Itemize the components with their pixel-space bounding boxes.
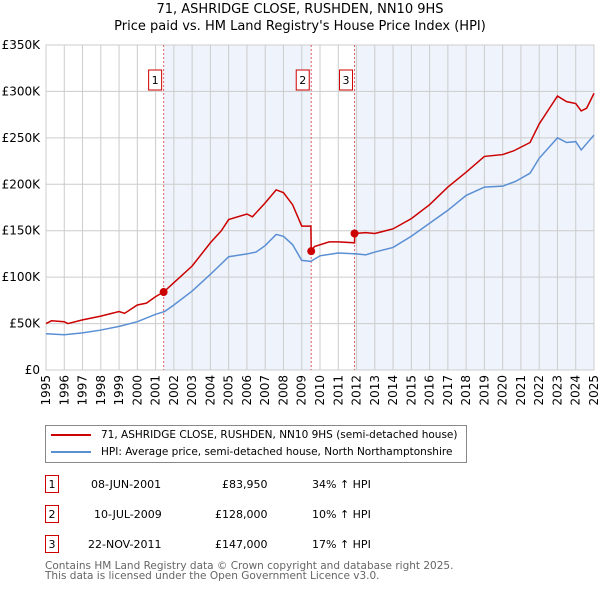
sale-hpi: 34% ↑ HPI	[312, 478, 371, 491]
chart-subtitle: Price paid vs. HM Land Registry's House …	[114, 19, 486, 34]
sale-price: £83,950	[222, 478, 268, 491]
y-tick-label: £100K	[2, 270, 42, 284]
x-tick-label: 2025	[587, 375, 600, 406]
sale-marker-box	[339, 69, 354, 91]
x-tick-label: 2022	[532, 375, 546, 406]
y-tick-label: £0	[25, 363, 40, 377]
x-tick-label: 2015	[404, 375, 418, 406]
shaded-region	[163, 45, 312, 370]
sale-date: 22-NOV-2011	[88, 538, 162, 551]
x-tick-label: 2011	[331, 375, 345, 406]
sale-marker-label: 1	[152, 74, 159, 87]
sale-marker-box: 2	[45, 505, 59, 523]
sale-price: £128,000	[215, 508, 268, 521]
sale-marker-box	[148, 69, 163, 91]
x-tick-label: 2019	[477, 375, 491, 406]
x-tick-label: 1995	[39, 375, 53, 406]
x-tick-label: 2005	[222, 375, 236, 406]
series-line-property	[45, 92, 595, 325]
sale-row: 1 08-JUN-2001 £83,950 34% ↑ HPI	[45, 475, 465, 495]
footer: Contains HM Land Registry data © Crown c…	[45, 560, 454, 582]
footer-line: Contains HM Land Registry data © Crown c…	[45, 560, 454, 572]
sale-marker-label: 3	[343, 74, 350, 87]
sale-price: £147,000	[215, 538, 268, 551]
sale-date: 08-JUN-2001	[91, 478, 162, 491]
legend-property: 71, ASHRIDGE CLOSE, RUSHDEN, NN10 9HS (s…	[101, 429, 458, 441]
y-tick-label: £50K	[9, 317, 41, 331]
sale-marker-box: 1	[45, 475, 59, 493]
x-tick-label: 2013	[368, 375, 382, 406]
x-tick-label: 2002	[167, 375, 181, 406]
x-tick-label: 2010	[313, 375, 327, 406]
x-tick-label: 2000	[130, 375, 144, 406]
x-tick-label: 2014	[386, 375, 400, 406]
x-tick-label: 2017	[441, 375, 455, 406]
chart-title: 71, ASHRIDGE CLOSE, RUSHDEN, NN10 9HS	[156, 2, 444, 17]
y-tick-label: £250K	[2, 131, 42, 145]
sale-marker-box	[295, 69, 310, 91]
legend-blue-line	[51, 451, 91, 453]
x-tick-label: 2006	[240, 375, 254, 406]
sale-point	[350, 229, 359, 238]
sale-hpi: 10% ↑ HPI	[312, 508, 371, 521]
sale-point	[159, 288, 168, 297]
sale-marker-box: 3	[45, 535, 59, 553]
x-tick-label: 2008	[276, 375, 290, 406]
legend-hpi: HPI: Average price, semi-detached house,…	[101, 446, 453, 458]
legend-red-line	[51, 434, 91, 436]
x-tick-label: 1998	[94, 375, 108, 406]
x-tick-label: 2009	[295, 375, 309, 406]
x-tick-label: 2024	[569, 375, 583, 406]
sale-row: 2 10-JUL-2009 £128,000 10% ↑ HPI	[45, 505, 465, 525]
x-tick-label: 1999	[112, 375, 126, 406]
sale-row: 3 22-NOV-2011 £147,000 17% ↑ HPI	[45, 535, 465, 555]
x-tick-label: 2004	[203, 375, 217, 406]
sale-date: 10-JUL-2009	[94, 508, 162, 521]
series-line-hpi	[45, 134, 595, 336]
y-tick-label: £200K	[2, 177, 42, 191]
x-tick-label: 2001	[149, 375, 163, 406]
x-tick-label: 2023	[550, 375, 564, 406]
sale-hpi: 17% ↑ HPI	[312, 538, 371, 551]
x-tick-label: 1996	[57, 375, 71, 406]
chart: 1995 1996 1997 1998 1999 2000 2001 2002 2003 2004…	[2, 38, 600, 406]
sale-point	[307, 247, 316, 256]
x-tick-label: 1997	[76, 375, 90, 406]
footer-line: This data is licensed under the Open Gov…	[45, 570, 380, 582]
y-tick-label: £150K	[2, 224, 42, 238]
x-tick-label: 2020	[496, 375, 510, 406]
y-tick-label: £300K	[2, 84, 42, 98]
shaded-region	[354, 45, 594, 370]
x-tick-label: 2012	[350, 375, 364, 406]
x-tick-label: 2003	[185, 375, 199, 406]
y-tick-label: £350K	[2, 38, 42, 52]
x-tick-label: 2021	[514, 375, 528, 406]
x-tick-label: 2007	[258, 375, 272, 406]
x-tick-label: 2018	[459, 375, 473, 406]
legend: 71, ASHRIDGE CLOSE, RUSHDEN, NN10 9HS (s…	[45, 425, 467, 463]
sale-marker-label: 2	[299, 74, 306, 87]
x-tick-label: 2016	[423, 375, 437, 406]
